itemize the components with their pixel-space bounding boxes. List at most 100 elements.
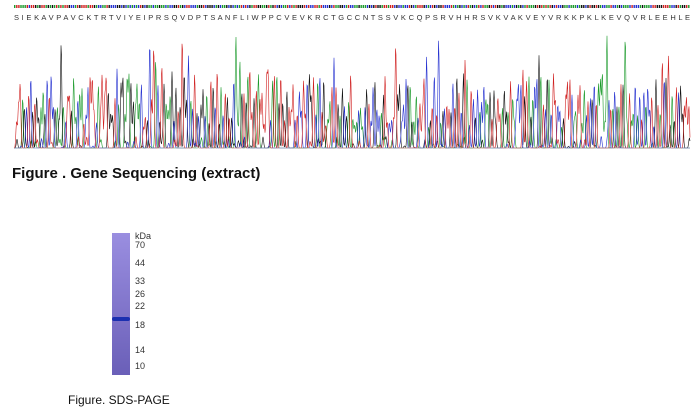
base-glyph [623,5,625,8]
base-glyph [297,5,299,8]
base-glyph [656,5,658,8]
base-glyph [646,5,648,8]
base-glyph [165,5,167,8]
base-glyph [553,5,556,8]
base-glyph [362,5,364,8]
base-glyph [654,5,656,8]
base-glyph [392,5,394,8]
base-glyph [93,5,96,8]
dna-sequence-row [14,5,690,8]
base-glyph [100,5,102,8]
base-glyph [228,5,230,8]
base-glyph [434,5,436,8]
base-glyph [219,5,222,8]
base-glyph [207,5,209,8]
base-glyph [539,5,541,8]
base-glyph [515,5,518,8]
base-glyph [442,5,444,8]
base-glyph [66,5,68,8]
base-glyph [438,5,440,8]
base-glyph [257,5,259,8]
base-glyph [394,5,396,8]
base-glyph [555,5,558,8]
base-glyph [14,5,16,8]
base-glyph [524,5,526,8]
base-glyph [268,5,270,8]
base-glyph [171,5,173,8]
base-glyph [389,5,392,8]
base-glyph [427,5,430,8]
base-glyph [287,5,289,8]
base-glyph [375,5,377,8]
base-glyph [547,5,549,8]
base-glyph [282,5,285,8]
base-glyph [593,5,595,8]
base-glyph [175,5,178,8]
base-glyph [316,5,318,8]
base-glyph [347,5,350,8]
base-glyph [576,5,579,8]
base-glyph [465,5,467,8]
base-glyph [209,5,211,8]
gel-lane [112,233,130,375]
base-glyph [270,5,272,8]
base-glyph [295,5,297,8]
base-glyph [568,5,570,8]
base-glyph [671,5,673,8]
base-glyph [354,5,356,8]
base-glyph [534,5,537,8]
base-glyph [585,5,587,8]
base-glyph [123,5,125,8]
base-glyph [102,5,104,8]
base-glyph [196,5,199,8]
base-glyph [53,5,56,8]
base-glyph [266,5,268,8]
base-glyph [112,5,115,8]
base-glyph [308,5,310,8]
base-glyph [41,5,43,8]
base-glyph [513,5,516,8]
base-glyph [360,5,362,8]
base-glyph [161,5,163,8]
unit-label: kDa [135,231,151,241]
base-glyph [452,5,455,8]
base-glyph [245,5,247,8]
base-glyph [629,5,631,8]
base-glyph [32,5,35,8]
base-glyph [583,5,585,8]
base-glyph [518,5,520,8]
base-glyph [417,5,419,8]
base-glyph [64,5,66,8]
base-glyph [410,5,413,8]
base-glyph [608,5,610,8]
base-glyph [259,5,262,8]
base-glyph [614,5,616,8]
base-glyph [667,5,669,8]
base-glyph [562,5,564,8]
base-glyph [635,5,637,8]
base-glyph [662,5,665,8]
base-glyph [633,5,635,8]
base-glyph [610,5,612,8]
base-glyph [578,5,581,8]
base-glyph [116,5,119,8]
base-glyph [253,5,255,8]
base-glyph [480,5,482,8]
base-glyph [280,5,283,8]
base-glyph [364,5,367,8]
base-glyph [469,5,472,8]
base-glyph [215,5,217,8]
marker-label: 26 [135,289,145,299]
base-glyph [467,5,469,8]
base-glyph [566,5,568,8]
base-glyph [322,5,325,8]
base-glyph [83,5,85,8]
base-glyph [352,5,354,8]
base-glyph [312,5,314,8]
base-glyph [648,5,650,8]
base-glyph [192,5,194,8]
base-glyph [148,5,150,8]
base-glyph [74,5,77,8]
base-glyph [371,5,373,8]
caption: Figure. SDS-PAGE [68,393,170,407]
